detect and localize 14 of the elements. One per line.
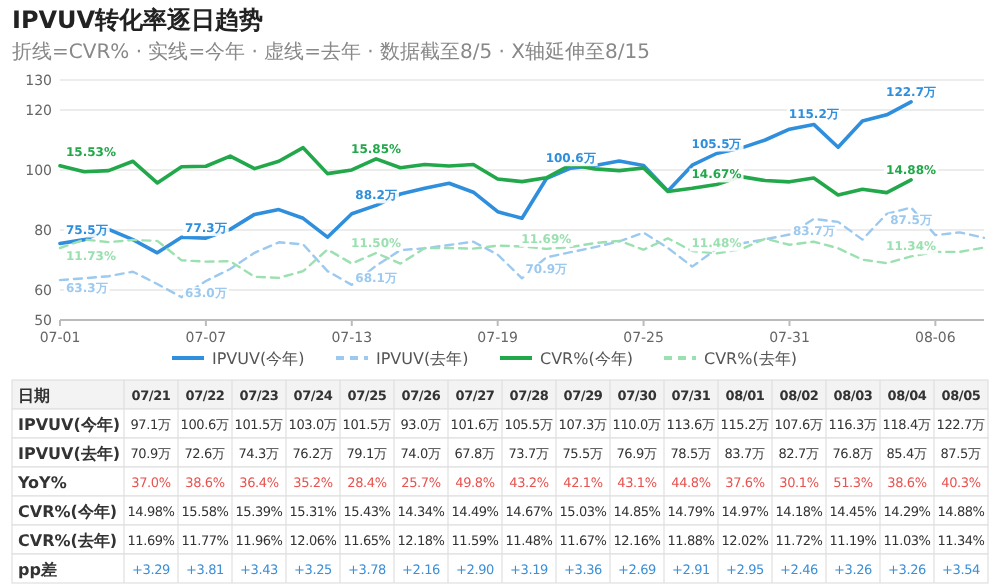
category-label: CVR%(去年) xyxy=(18,531,118,550)
category-label: CVR%(今年) xyxy=(18,502,118,521)
line-series xyxy=(58,206,986,299)
chart-title: IPVUV转化率逐日趋势 xyxy=(12,6,264,34)
legend-label: CVR%(去年) xyxy=(704,350,797,368)
legend-label: CVR%(今年) xyxy=(540,350,633,368)
text: 日期 xyxy=(18,386,50,405)
chart-subtitle: 折线=CVR% · 实线=今年 · 虚线=去年 · 数据截至8/5 · X轴延伸至8/15 xyxy=(12,40,650,64)
category-label: pp差 xyxy=(18,560,57,579)
legend-label: IPVUV(去年) xyxy=(376,350,469,368)
category-label: IPVUV(今年) xyxy=(18,415,121,434)
category-label: IPVUV(去年) xyxy=(18,444,121,463)
legend-label: IPVUV(今年) xyxy=(212,350,305,368)
category-label: YoY% xyxy=(18,473,67,492)
